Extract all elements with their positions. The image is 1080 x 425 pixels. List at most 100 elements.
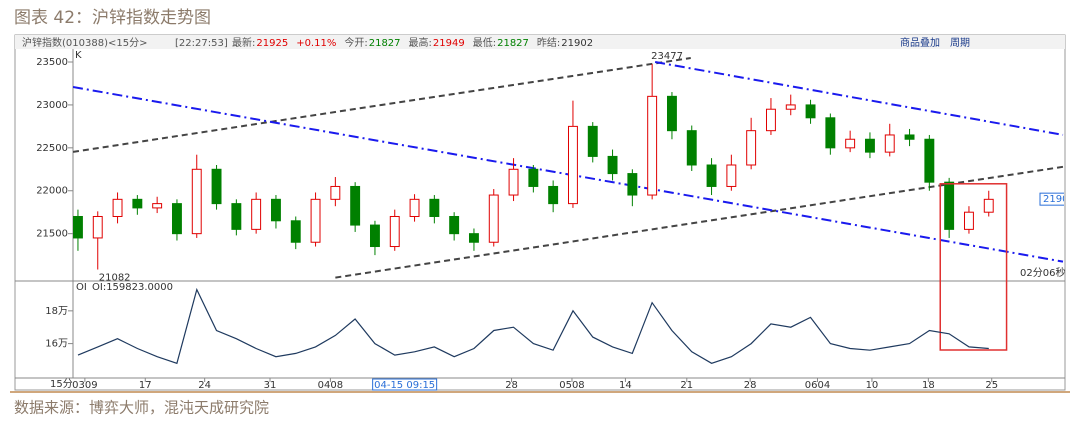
x-tick-label: 31: [264, 380, 277, 391]
candle-body: [132, 198, 143, 209]
x-tick-label: 24: [198, 380, 211, 391]
x-tick-label: 25: [985, 380, 998, 391]
candle-body: [785, 104, 796, 110]
quote-value: 21925: [256, 38, 288, 49]
x-tick-label: 0604: [805, 380, 830, 391]
quote-value: 21902: [561, 38, 593, 49]
candle-body: [666, 95, 677, 132]
y-tick-label: 21500: [36, 229, 68, 240]
x-tick-label: 28: [744, 380, 757, 391]
quote-value: 21949: [433, 38, 465, 49]
candle-body: [686, 130, 697, 166]
countdown: 02分06秒: [1020, 266, 1065, 279]
y-tick-label: 18万: [45, 306, 68, 317]
candle-body: [369, 224, 380, 248]
quote-label: 昨结:: [537, 36, 560, 49]
candle-body: [944, 181, 955, 230]
y-tick-label: 23000: [36, 100, 68, 111]
candle-body: [607, 155, 618, 175]
x-tick-label: 0508: [559, 380, 584, 391]
candle-body: [884, 134, 895, 153]
candle-body: [825, 117, 836, 149]
trend-line: [73, 56, 691, 153]
x-tick-label: 28: [505, 380, 518, 391]
symbol: 沪锌指数(010388)<15分>: [22, 36, 147, 49]
oi-name: OI: [76, 282, 87, 293]
candle-body: [488, 194, 499, 243]
candle-body: [290, 220, 301, 243]
x-tick-label: 10: [866, 380, 879, 391]
candle-body: [983, 198, 994, 213]
candle-body: [171, 203, 182, 235]
x-tick-label: 18: [922, 380, 935, 391]
trend-line: [654, 61, 1064, 136]
candle-body: [805, 104, 816, 119]
candle-body: [409, 198, 420, 217]
candle-body: [191, 168, 202, 235]
candle-body: [231, 203, 242, 230]
candle-body: [330, 185, 341, 200]
x-tick-label: 21: [680, 380, 693, 391]
candle-body: [647, 95, 658, 196]
candle-body: [152, 203, 163, 209]
quote-label: 最高:: [409, 36, 432, 49]
toolbar-button: 周期: [950, 37, 970, 49]
panel-label: K: [75, 50, 82, 61]
candle-body: [468, 233, 479, 243]
candle-body: [567, 125, 578, 205]
frame: [14, 34, 1066, 391]
trend-line: [335, 165, 1064, 279]
candle-body: [112, 198, 123, 217]
candle-body: [548, 185, 559, 205]
source: 数据来源：博弈大师，混沌天成研究院: [14, 399, 269, 417]
candle-body: [924, 138, 935, 183]
quote-value: 21827: [369, 38, 401, 49]
candle-body: [726, 164, 737, 187]
quote-label: 今开:: [344, 36, 367, 49]
candle-body: [92, 215, 103, 239]
quote-label: 最低:: [473, 36, 496, 49]
last-price-box: [1039, 192, 1064, 206]
candle-body: [508, 168, 519, 196]
header-bar: [15, 35, 1065, 49]
last-price-label: 21902: [1043, 194, 1075, 205]
candle-body: [627, 173, 638, 196]
quote-value: 21827: [497, 38, 529, 49]
y-tick-label: 16万: [45, 339, 68, 350]
candle-body: [706, 164, 717, 187]
quote-label: 最新:: [232, 36, 255, 49]
annotation: 23477: [651, 51, 683, 62]
time: [22:27:53]: [175, 38, 228, 49]
candle-body: [73, 215, 83, 239]
candle-body: [251, 198, 262, 230]
annotation: 21082: [99, 273, 131, 284]
candle-body: [864, 138, 875, 153]
candle-body: [904, 134, 915, 140]
candle-body: [765, 108, 776, 132]
oi-line: [77, 287, 989, 365]
x-tick-label: 17: [139, 380, 152, 391]
cursor-label: 04-15 09:15: [374, 380, 435, 391]
price-plot: [73, 56, 1064, 279]
quote-value: +0.11%: [296, 38, 336, 49]
highlight-box: [939, 183, 1008, 351]
period-label: 15分: [50, 378, 73, 390]
y-tick-label: 22000: [36, 186, 68, 197]
candle-body: [528, 168, 539, 187]
candle-body: [449, 215, 460, 235]
last-price: 21902: [1039, 192, 1075, 206]
y-tick-label: 23500: [36, 57, 68, 68]
candle-body: [350, 185, 361, 226]
candle-body: [587, 125, 598, 157]
candle-body: [389, 215, 400, 248]
candle-body: [963, 211, 974, 230]
x-tick-label: 0408: [318, 380, 343, 391]
candle-body: [270, 198, 281, 222]
candle-body: [429, 198, 440, 217]
x-tick-label: 0309: [72, 380, 97, 391]
candle-body: [746, 130, 757, 166]
candle-body: [211, 168, 222, 205]
x-tick-label: 14: [619, 380, 632, 391]
